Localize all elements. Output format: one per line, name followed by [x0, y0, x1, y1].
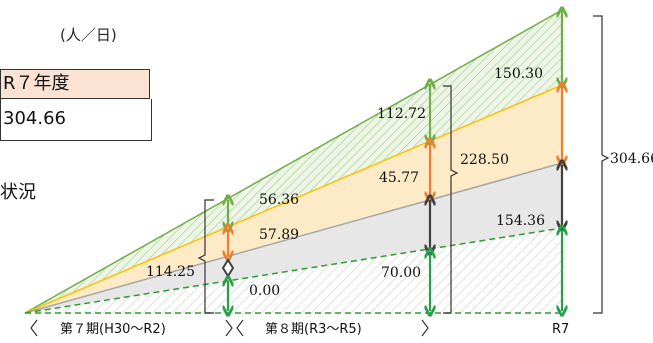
label-45-77: 45.77 — [379, 170, 419, 186]
label-150-30: 150.30 — [494, 66, 543, 82]
brace-114 — [197, 199, 214, 314]
axis-r7: R7 — [552, 322, 569, 337]
label-154-36: 154.36 — [496, 213, 545, 229]
table-header-r7: R７年度 — [0, 69, 150, 99]
unit-label: (人／日) — [60, 26, 117, 44]
period7-bracket-right — [225, 319, 233, 337]
line-yellow — [24, 84, 563, 314]
label-70-00: 70.00 — [381, 265, 421, 281]
brace-304 — [593, 15, 610, 314]
label-56-36: 56.36 — [259, 192, 299, 208]
line-base-dashed — [24, 227, 563, 314]
axis-period7: 第７期(H30～R2) — [60, 322, 166, 337]
table-value-r7: 304.66 — [0, 99, 152, 141]
brace-228 — [443, 85, 459, 314]
line-total — [24, 9, 563, 314]
label-228-50: 228.50 — [460, 152, 509, 168]
period8-bracket-left — [236, 319, 244, 337]
label-114-25: 114.25 — [146, 264, 195, 280]
label-0-00: 0.00 — [249, 283, 280, 299]
label-304-66: 304.66 — [610, 151, 653, 167]
period7-bracket-left — [30, 319, 38, 337]
label-112-72: 112.72 — [377, 106, 426, 122]
line-gray — [24, 162, 563, 314]
axis-period8: 第８期(R3～R5) — [265, 322, 362, 337]
label-57-89: 57.89 — [259, 227, 299, 243]
period8-bracket-right — [421, 319, 429, 337]
status-caption: 状況 — [0, 182, 36, 203]
